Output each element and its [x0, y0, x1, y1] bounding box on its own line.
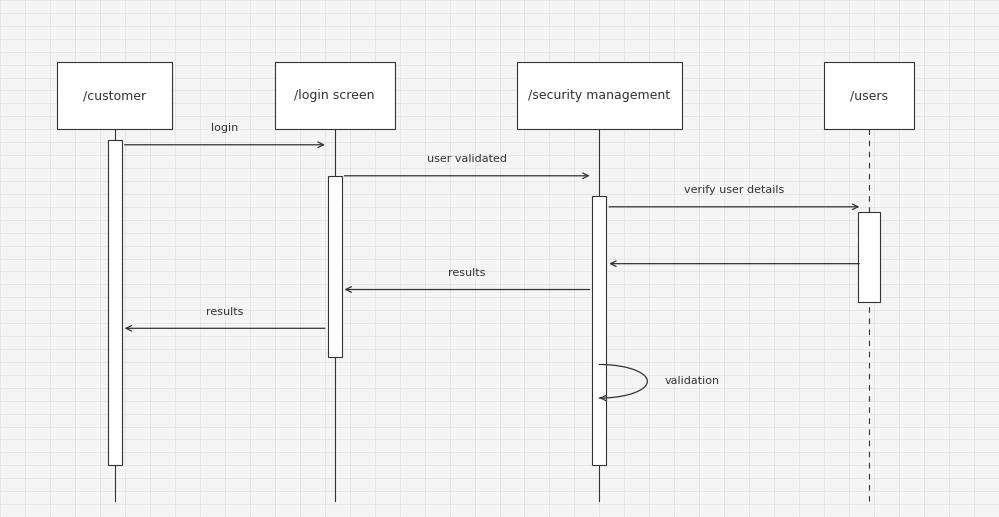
Text: /users: /users	[850, 89, 888, 102]
Bar	[328, 176, 342, 357]
Bar	[824, 62, 914, 129]
Text: user validated: user validated	[427, 155, 507, 164]
Bar	[58, 62, 173, 129]
Bar	[108, 140, 122, 465]
Bar	[592, 196, 606, 465]
Text: results: results	[206, 307, 244, 317]
Text: /login screen: /login screen	[295, 89, 375, 102]
Text: /customer: /customer	[83, 89, 147, 102]
Text: validation: validation	[664, 376, 719, 386]
Bar	[275, 62, 395, 129]
Bar	[517, 62, 681, 129]
Bar	[858, 212, 880, 302]
Text: results: results	[449, 268, 486, 278]
Text: /security management: /security management	[528, 89, 670, 102]
Text: login: login	[211, 124, 239, 133]
Text: verify user details: verify user details	[684, 186, 784, 195]
